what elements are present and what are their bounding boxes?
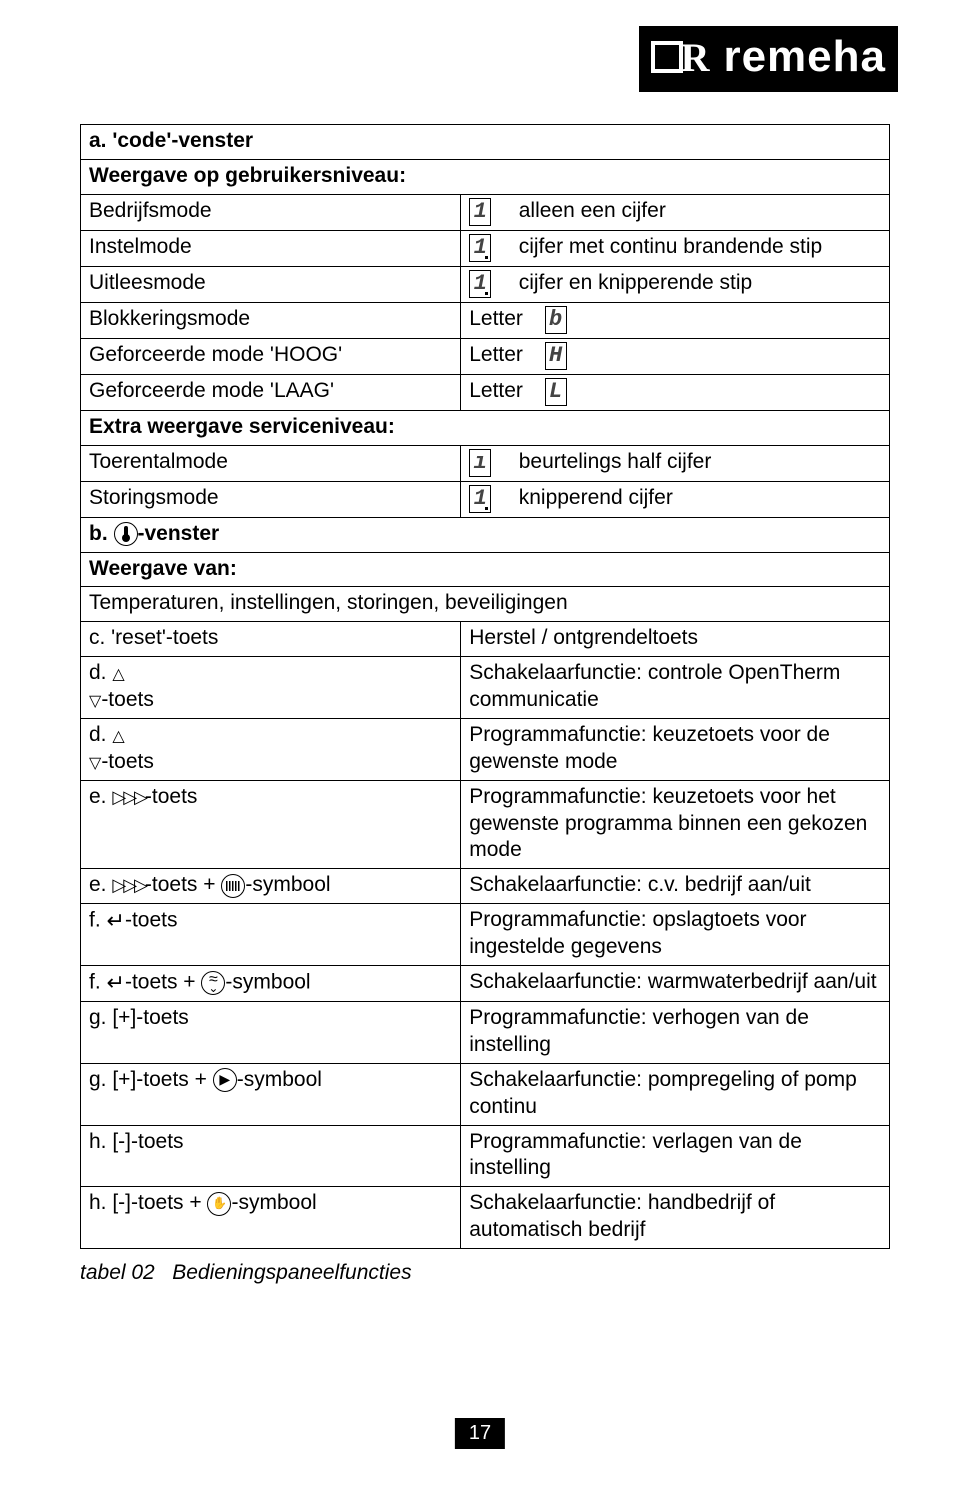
seg-display-icon: ı — [469, 449, 491, 477]
hand-icon — [207, 1192, 231, 1216]
func-desc: Programmafunctie: keuzetoets voor het ge… — [461, 780, 890, 869]
func-desc: Schakelaarfunctie: c.v. bedrijf aan/uit — [461, 869, 890, 904]
section-a-title: a. 'code'-venster — [81, 125, 890, 160]
func-label: d. △▽-toets — [81, 718, 461, 780]
triple-arrow-icon: ▷▷▷ — [112, 787, 145, 807]
func-label: e. ▷▷▷-toets + -symbool — [81, 869, 461, 904]
play-icon: ▶ — [213, 1068, 237, 1092]
mode-desc: 1 knipperend cijfer — [461, 481, 890, 517]
enter-icon: ↵ — [107, 970, 125, 995]
mode-desc: 1 alleen een cijfer — [461, 194, 890, 230]
table-caption: tabel 02 Bedieningspaneelfuncties — [80, 1261, 890, 1285]
func-desc: Programmafunctie: verhogen van de instel… — [461, 1002, 890, 1064]
func-label: f. ↵-toets — [81, 904, 461, 966]
func-label: e. ▷▷▷-toets — [81, 780, 461, 869]
enter-icon: ↵ — [107, 908, 125, 933]
func-desc: Schakelaarfunctie: handbedrijf of automa… — [461, 1187, 890, 1249]
mode-desc: Letter L — [461, 374, 890, 410]
brand-name: remeha — [723, 32, 886, 82]
section-b-sub: Weergave van: — [81, 552, 890, 587]
tap-icon — [201, 971, 225, 995]
func-desc: Programmafunctie: verlagen van de instel… — [461, 1125, 890, 1187]
seg-display-icon: L — [545, 378, 567, 406]
seg-display-icon: H — [545, 342, 567, 370]
func-label: c. 'reset'-toets — [81, 622, 461, 657]
mode-desc: ı beurtelings half cijfer — [461, 445, 890, 481]
brand-logo: R remeha — [639, 26, 898, 92]
mode-desc: Letter H — [461, 338, 890, 374]
section-b-title: b. -venster — [81, 517, 890, 552]
mode-label: Geforceerde mode 'LAAG' — [81, 374, 461, 410]
mode-desc: 1 cijfer en knipperende stip — [461, 266, 890, 302]
func-label: h. [-]-toets — [81, 1125, 461, 1187]
func-label: d. △▽-toets — [81, 657, 461, 719]
func-desc: Schakelaarfunctie: warmwaterbedrijf aan/… — [461, 965, 890, 1001]
functions-table: a. 'code'-vensterWeergave op gebruikersn… — [80, 124, 890, 1249]
mode-label: Instelmode — [81, 230, 461, 266]
section-b-text: Temperaturen, instellingen, storingen, b… — [81, 587, 890, 622]
func-desc: Schakelaarfunctie: controle OpenTherm co… — [461, 657, 890, 719]
mode-label: Storingsmode — [81, 481, 461, 517]
triple-arrow-icon: ▷▷▷ — [112, 875, 145, 895]
up-down-icon: △▽ — [89, 666, 125, 710]
section-extra-title: Extra weergave serviceniveau: — [81, 410, 890, 445]
up-down-icon: △▽ — [89, 728, 125, 772]
mode-label: Bedrijfsmode — [81, 194, 461, 230]
func-label: h. [-]-toets + -symbool — [81, 1187, 461, 1249]
seg-display-icon: 1 — [469, 270, 491, 298]
func-label: g. [+]-toets — [81, 1002, 461, 1064]
func-desc: Herstel / ontgrendeltoets — [461, 622, 890, 657]
thermometer-icon — [114, 522, 138, 546]
page-number: 17 — [455, 1418, 505, 1449]
radiator-icon — [221, 874, 245, 898]
seg-display-icon: 1 — [469, 234, 491, 262]
section-a-sub: Weergave op gebruikersniveau: — [81, 159, 890, 194]
seg-display-icon: 1 — [469, 485, 491, 513]
func-label: f. ↵-toets + -symbool — [81, 965, 461, 1001]
mode-label: Blokkeringsmode — [81, 302, 461, 338]
mode-label: Uitleesmode — [81, 266, 461, 302]
mode-desc: Letter b — [461, 302, 890, 338]
func-desc: Programmafunctie: opslagtoets voor inges… — [461, 904, 890, 966]
func-label: g. [+]-toets + ▶-symbool — [81, 1063, 461, 1125]
func-desc: Schakelaarfunctie: pompregeling of pomp … — [461, 1063, 890, 1125]
mode-label: Toerentalmode — [81, 445, 461, 481]
mode-label: Geforceerde mode 'HOOG' — [81, 338, 461, 374]
func-desc: Programmafunctie: keuzetoets voor de gew… — [461, 718, 890, 780]
logo-mark: R — [651, 34, 710, 81]
seg-display-icon: b — [545, 306, 567, 334]
mode-desc: 1 cijfer met continu brandende stip — [461, 230, 890, 266]
seg-display-icon: 1 — [469, 198, 491, 226]
